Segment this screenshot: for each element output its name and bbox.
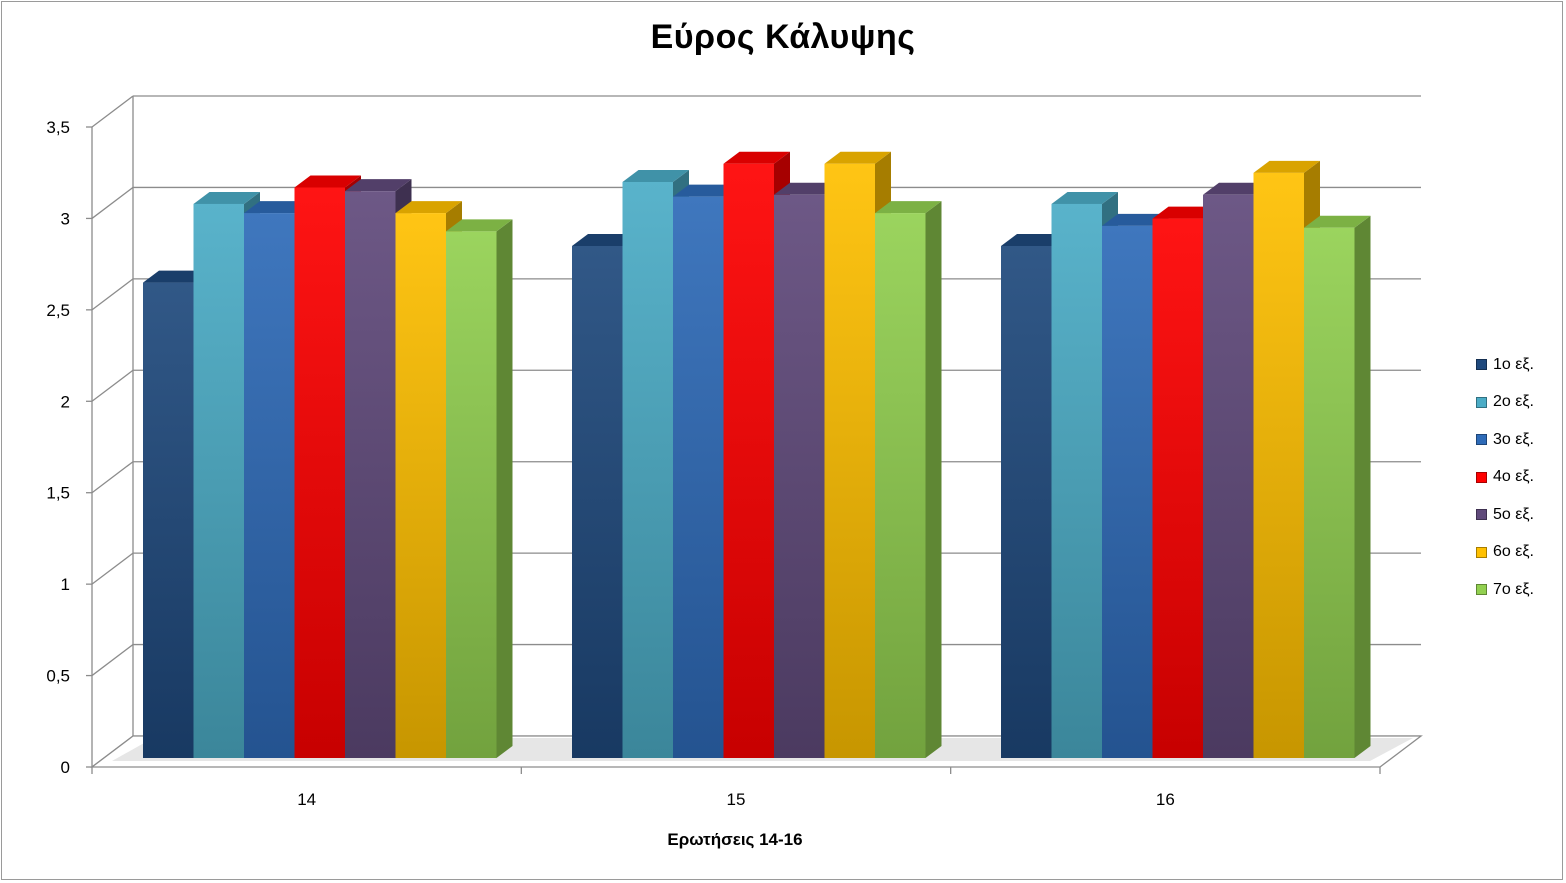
legend-label: 4ο εξ. — [1493, 468, 1534, 486]
bar-top — [1001, 234, 1068, 246]
legend-swatch — [1476, 359, 1487, 371]
legend-item: 3ο εξ. — [1476, 421, 1564, 459]
bar — [143, 282, 194, 758]
bar-top — [294, 175, 361, 188]
bar — [345, 191, 396, 759]
bar — [1304, 227, 1355, 758]
legend-label: 3ο εξ. — [1493, 430, 1534, 448]
bar — [824, 163, 875, 758]
side-wall-line — [91, 552, 134, 585]
bar-top — [1102, 213, 1169, 226]
legend-item: 4ο εξ. — [1476, 459, 1564, 497]
bar — [1253, 172, 1304, 758]
bar — [673, 196, 724, 759]
side-wall-line — [91, 186, 134, 219]
bar-top — [572, 234, 639, 246]
chart-title: Εύρος Κάλυψης — [650, 18, 916, 56]
bar — [244, 213, 295, 759]
legend-item: 2ο εξ. — [1476, 384, 1564, 422]
y-tick-label: 1,5 — [46, 484, 70, 503]
legend-item: 7ο εξ. — [1476, 571, 1564, 609]
bar — [446, 231, 497, 758]
y-tick-label: 0 — [61, 758, 70, 777]
bar — [875, 213, 926, 759]
bar-side — [925, 201, 942, 759]
legend-item: 1ο εξ. — [1476, 346, 1564, 384]
bar-top — [1253, 160, 1320, 173]
y-tick-label: 0,5 — [46, 667, 70, 686]
legend-label: 6ο εξ. — [1493, 543, 1534, 561]
legend-label: 7ο εξ. — [1493, 580, 1534, 598]
bar-top — [824, 151, 891, 164]
bar-top — [1051, 191, 1118, 204]
bar — [294, 187, 345, 758]
bar-top — [143, 270, 210, 283]
bar-top — [1203, 182, 1270, 195]
bar-top — [875, 201, 942, 214]
bar — [1051, 203, 1102, 758]
legend-swatch — [1476, 434, 1487, 446]
bar-top — [193, 191, 260, 204]
bar — [1102, 225, 1153, 758]
legend-swatch — [1476, 584, 1487, 596]
x-tick-label: 14 — [297, 790, 316, 809]
bar — [1203, 194, 1254, 759]
x-tick-label: 16 — [1156, 790, 1175, 809]
legend-swatch — [1476, 471, 1487, 483]
y-tick-label: 1 — [61, 575, 70, 594]
bar-top — [622, 170, 689, 182]
legend-item: 5ο εξ. — [1476, 496, 1564, 534]
y-tick-label: 2 — [61, 392, 70, 411]
bar-top — [723, 151, 790, 164]
x-axis-label: Ερωτήσεις 14-16 — [667, 830, 803, 849]
bar-side — [1354, 215, 1371, 758]
y-tick-label: 2,5 — [46, 301, 70, 320]
side-wall-line — [91, 369, 134, 402]
bar-side — [496, 219, 513, 758]
legend-swatch — [1476, 546, 1487, 558]
side-wall-line — [91, 461, 134, 494]
side-wall-line — [91, 644, 134, 677]
legend-swatch — [1476, 396, 1487, 408]
bar — [622, 182, 673, 758]
legend-item: 6ο εξ. — [1476, 534, 1564, 572]
bar — [1152, 218, 1203, 759]
legend: 1ο εξ. 2ο εξ. 3ο εξ. 4ο εξ. 5ο εξ. 6ο εξ. 7ο ε… — [1476, 346, 1564, 609]
bar — [395, 213, 446, 759]
bar-top — [446, 219, 513, 232]
bar — [774, 194, 825, 759]
x-tick-label: 15 — [727, 790, 746, 809]
bar-top — [395, 201, 462, 214]
bar-top — [244, 201, 311, 214]
bar-top — [774, 182, 841, 195]
legend-swatch — [1476, 509, 1487, 521]
bar-top — [673, 184, 740, 197]
bar — [193, 203, 244, 758]
side-wall-line — [91, 278, 134, 311]
bar-top — [1304, 215, 1371, 228]
legend-label: 1ο εξ. — [1493, 355, 1534, 373]
y-tick-label: 3 — [61, 209, 70, 228]
bar-top — [345, 179, 412, 192]
side-wall-line — [91, 95, 134, 128]
legend-label: 2ο εξ. — [1493, 393, 1534, 411]
y-tick-label: 3,5 — [46, 118, 70, 137]
bar-top — [1152, 206, 1219, 219]
bar — [572, 246, 623, 758]
bar — [723, 163, 774, 758]
bar — [1001, 246, 1052, 758]
legend-label: 5ο εξ. — [1493, 505, 1534, 523]
